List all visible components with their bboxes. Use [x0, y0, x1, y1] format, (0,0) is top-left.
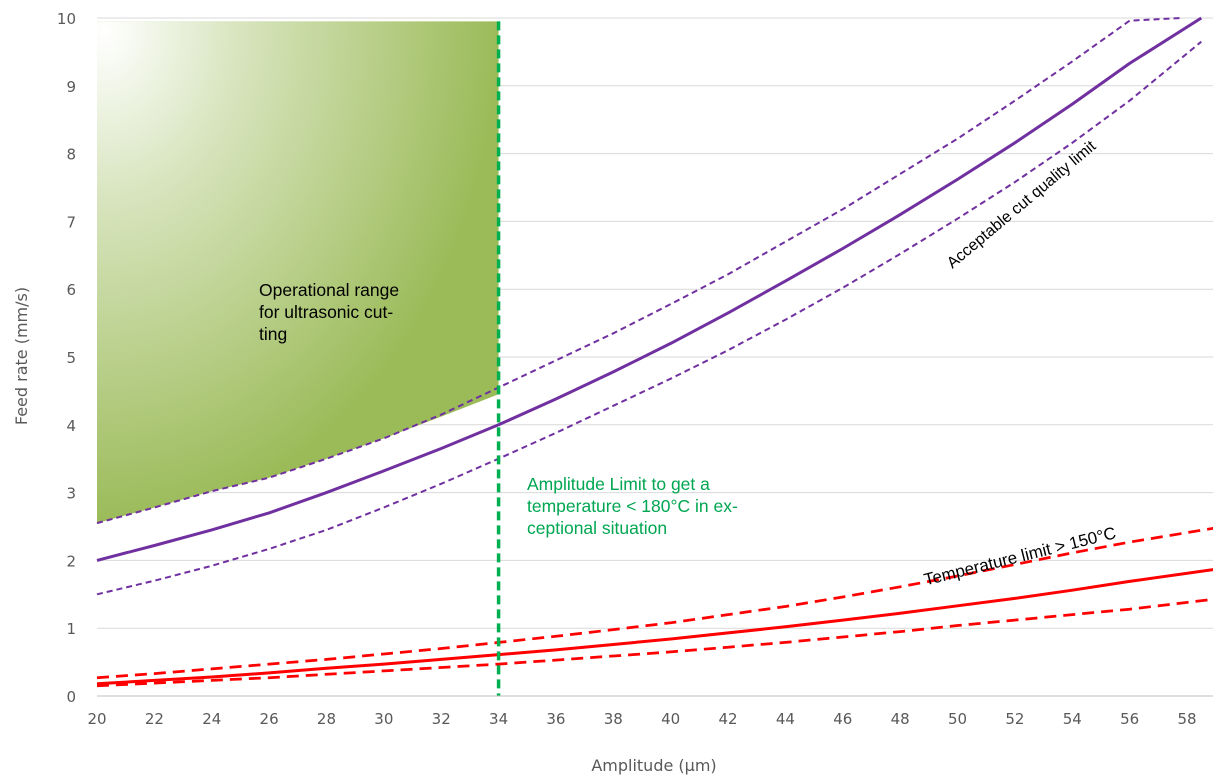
- y-tick-label: 4: [66, 417, 76, 435]
- operational-region: [97, 21, 499, 524]
- x-tick-label: 38: [604, 710, 623, 728]
- y-tick-label: 5: [66, 349, 76, 367]
- series-line-4: [96, 568, 1213, 686]
- operational-range-note: Operational range for ultrasonic cut- ti…: [259, 279, 469, 345]
- y-axis: 0 1 2 3 4 5 6 7 8 9 10: [57, 10, 76, 706]
- series-group: [96, 16, 1213, 688]
- y-tick-label: 8: [66, 146, 76, 164]
- x-tick-label: 26: [260, 710, 279, 728]
- series-line-5: [96, 526, 1213, 680]
- operational-note-line-3: ting: [259, 324, 288, 344]
- x-axis-title: Amplitude (µm): [591, 756, 716, 775]
- x-tick-label: 58: [1177, 710, 1196, 728]
- operational-region-glow: [97, 21, 499, 524]
- y-tick-label: 6: [66, 281, 76, 299]
- y-tick-label: 10: [57, 10, 76, 28]
- x-tick-label: 30: [374, 710, 393, 728]
- x-tick-label: 44: [776, 710, 795, 728]
- operational-note-line-1: Operational range: [259, 280, 400, 300]
- x-tick-label: 32: [432, 710, 451, 728]
- x-tick-label: 48: [891, 710, 910, 728]
- x-tick-label: 52: [1005, 710, 1024, 728]
- x-tick-label: 20: [87, 710, 106, 728]
- amplitude-limit-note: Amplitude Limit to get a temperature < 1…: [527, 473, 776, 539]
- amplitude-note-line-1: Amplitude Limit to get a: [527, 474, 710, 494]
- x-tick-label: 42: [719, 710, 738, 728]
- x-tick-label: 46: [833, 710, 852, 728]
- series-line-1: [96, 16, 1203, 562]
- x-tick-label: 22: [145, 710, 164, 728]
- series-line-3: [96, 40, 1202, 596]
- y-tick-label: 0: [66, 688, 76, 706]
- y-axis-title: Feed rate (mm/s): [12, 287, 31, 425]
- x-axis: 20 22 24 26 28 30 32 34 36 38 40 42 44 46 48 50 52 54 56 58: [87, 695, 1213, 728]
- amplitude-note-line-3: ceptional situation: [527, 518, 668, 538]
- x-tick-label: 34: [489, 710, 508, 728]
- x-tick-label: 56: [1120, 710, 1139, 728]
- operational-note-line-2: for ultrasonic cut-: [259, 302, 394, 322]
- y-tick-label: 9: [66, 78, 76, 96]
- y-tick-label: 2: [66, 552, 76, 570]
- y-tick-label: 3: [66, 485, 76, 503]
- x-tick-label: 28: [317, 710, 336, 728]
- x-tick-label: 54: [1063, 710, 1082, 728]
- y-tick-label: 7: [66, 213, 76, 231]
- x-tick-label: 50: [948, 710, 967, 728]
- amplitude-note-line-2: temperature < 180°C in ex-: [527, 496, 738, 516]
- y-tick-label: 1: [66, 620, 76, 638]
- series-line-2: [96, 17, 1182, 525]
- series-line-6: [96, 597, 1213, 688]
- x-tick-label: 24: [202, 710, 221, 728]
- x-tick-label: 40: [661, 710, 680, 728]
- x-tick-label: 36: [546, 710, 565, 728]
